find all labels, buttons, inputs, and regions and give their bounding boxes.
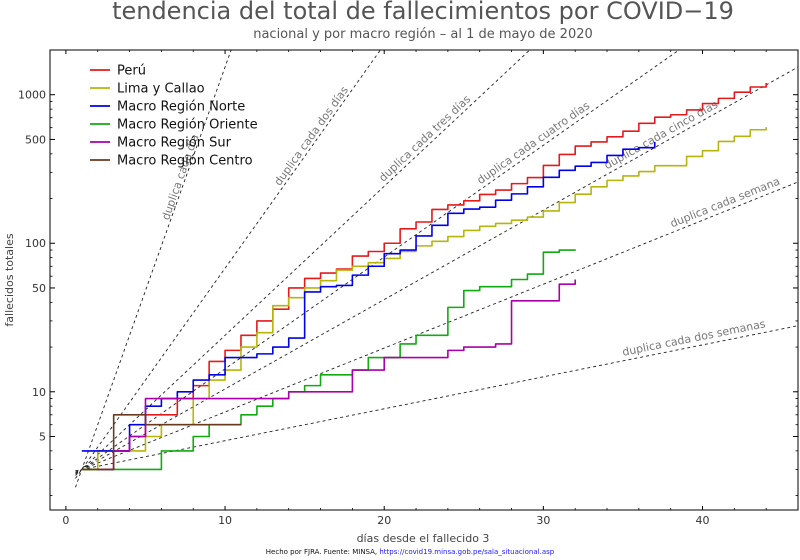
series-line bbox=[81, 142, 656, 452]
reference-line bbox=[75, 50, 381, 479]
reference-label: duplica cada dos semanas bbox=[621, 317, 767, 358]
y-tick-label: 50 bbox=[32, 282, 46, 295]
x-tick-label: 40 bbox=[696, 514, 710, 527]
x-tick-label: 0 bbox=[62, 514, 69, 527]
y-tick-label: 1000 bbox=[18, 89, 46, 102]
reference-lines bbox=[75, 50, 798, 488]
x-tick-label: 20 bbox=[377, 514, 391, 527]
series-line bbox=[81, 82, 767, 471]
footer: Hecho por FJRA. Fuente: MINSA, https://c… bbox=[266, 548, 555, 556]
legend-label: Lima y Callao bbox=[117, 82, 205, 97]
x-axis-label: días desde el fallecido 3 bbox=[357, 532, 490, 545]
reference-label: duplica cada semana bbox=[668, 175, 781, 231]
y-tick-label: 100 bbox=[25, 237, 46, 250]
reference-line bbox=[75, 325, 798, 472]
footer-link[interactable]: https://covid19.minsa.gob.pe/sala_situac… bbox=[379, 548, 554, 556]
reference-line bbox=[75, 50, 232, 488]
reference-label: duplica cada cuatro días bbox=[475, 99, 593, 187]
y-axis-label: fallecidos totales bbox=[3, 233, 16, 326]
legend-label: Macro Región Centro bbox=[117, 154, 253, 169]
reference-line bbox=[75, 50, 531, 476]
x-axis: 0 10 20 30 40 bbox=[62, 50, 767, 527]
series-line bbox=[97, 279, 576, 471]
legend: Perú Lima y Callao Macro Región Norte Macro… bbox=[90, 64, 258, 169]
y-axis: 5 10 50 100 500 1000 bbox=[18, 49, 798, 497]
legend-label: Macro Región Sur bbox=[117, 136, 232, 151]
reference-label: duplica cada tres días bbox=[376, 92, 473, 184]
legend-label: Perú bbox=[117, 64, 146, 79]
reference-line bbox=[75, 181, 798, 473]
x-tick-label: 30 bbox=[536, 514, 550, 527]
y-tick-label: 10 bbox=[32, 386, 46, 399]
x-tick-label: 10 bbox=[218, 514, 232, 527]
reference-label: duplica cada dos días bbox=[272, 84, 352, 189]
footer-credit: Hecho por FJRA. Fuente: MINSA, bbox=[266, 548, 380, 556]
series-line bbox=[81, 413, 241, 471]
y-tick-label: 500 bbox=[25, 133, 46, 146]
chart-subtitle: nacional y por macro región – al 1 de ma… bbox=[253, 27, 593, 42]
chart-title: tendencia del total de fallecimientos po… bbox=[112, 0, 734, 25]
series-line bbox=[81, 127, 767, 471]
y-tick-label: 5 bbox=[39, 430, 46, 443]
plot-frame bbox=[49, 49, 799, 511]
legend-label: Macro Región Oriente bbox=[117, 118, 258, 133]
reference-line bbox=[75, 66, 798, 474]
series-layer bbox=[81, 82, 767, 471]
legend-label: Macro Región Norte bbox=[117, 100, 245, 115]
